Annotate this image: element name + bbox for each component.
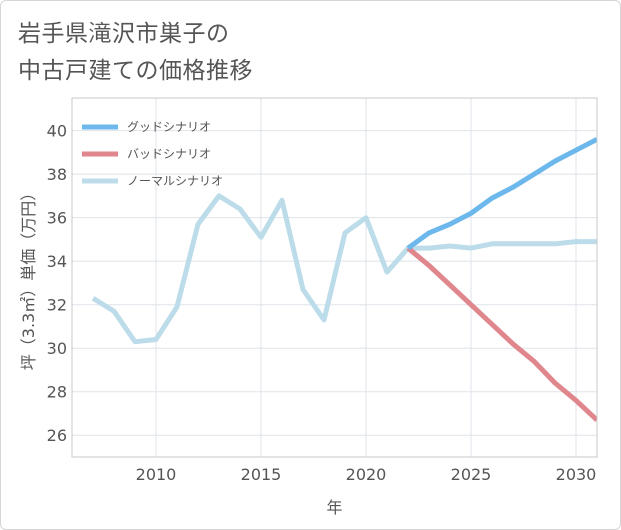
y-tick-label: 28: [47, 383, 67, 402]
series-line-3: [91, 193, 597, 345]
legend-label: ノーマルシナリオ: [127, 174, 223, 188]
chart-title: 岩手県滝沢市巣子の 中古戸建ての価格推移: [18, 16, 578, 90]
y-tick-label: 26: [47, 426, 67, 445]
gridlines: [72, 98, 597, 457]
y-tick-label: 38: [47, 165, 67, 184]
y-tick-label: 40: [47, 122, 67, 141]
y-tick-label: 36: [47, 209, 67, 228]
tick-labels: 2010 2015 2020 2025 2030 26 28 30 32 34 36 38 40: [47, 122, 597, 484]
series-line-1: [406, 137, 597, 251]
x-tick-label: 2030: [556, 465, 597, 484]
series-layer: [91, 137, 597, 422]
x-tick-label: 2015: [241, 465, 282, 484]
plot-frame: [71, 97, 598, 458]
y-tick-label: 30: [47, 339, 67, 358]
x-tick-label: 2010: [136, 465, 177, 484]
chart-title-line-2: 中古戸建ての価格推移: [18, 58, 253, 84]
y-tick-label: 32: [47, 296, 67, 315]
series-line-2: [406, 246, 597, 422]
legend-label: グッドシナリオ: [127, 120, 211, 134]
y-tick-label: 34: [47, 252, 67, 271]
legend-label: バッドシナリオ: [127, 147, 211, 161]
x-tick-label: 2020: [346, 465, 387, 484]
x-tick-label: 2025: [451, 465, 492, 484]
x-axis-title: 年: [326, 498, 342, 517]
y-axis-title: 坪（3.3㎡）単価（万円）: [19, 185, 38, 370]
chart-title-line-1: 岩手県滝沢市巣子の: [18, 21, 230, 47]
